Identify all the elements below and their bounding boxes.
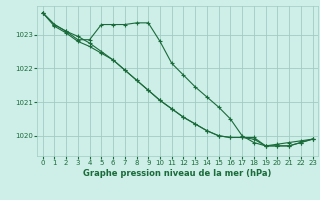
X-axis label: Graphe pression niveau de la mer (hPa): Graphe pression niveau de la mer (hPa) bbox=[84, 169, 272, 178]
